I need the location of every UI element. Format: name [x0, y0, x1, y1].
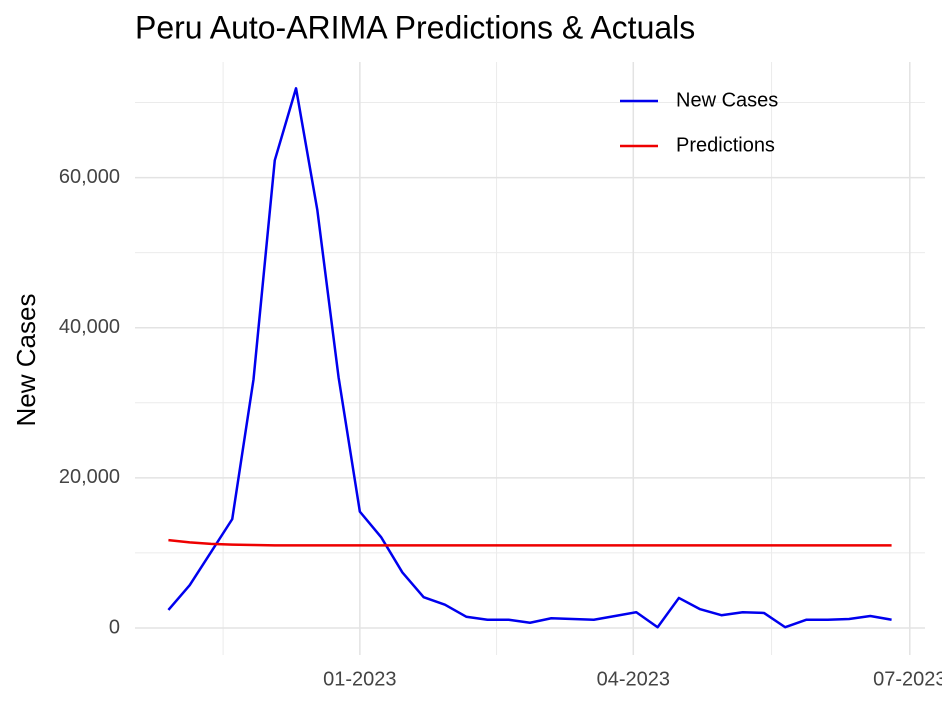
- y-tick-label: 20,000: [59, 466, 120, 488]
- x-tick-label: 01-2023: [323, 668, 396, 690]
- line-series: [167, 87, 892, 629]
- legend-label: Predictions: [676, 134, 775, 156]
- grid: [135, 62, 925, 655]
- y-tick-label: 0: [109, 616, 120, 638]
- x-tick-label: 07-2023: [873, 668, 942, 690]
- y-axis-label: New Cases: [11, 294, 41, 427]
- y-tick-label: 40,000: [59, 316, 120, 338]
- line-series: [168, 538, 892, 547]
- y-tick-label: 60,000: [59, 166, 120, 188]
- x-tick-label: 04-2023: [597, 668, 670, 690]
- legend-label: New Cases: [676, 89, 778, 111]
- chart-title: Peru Auto-ARIMA Predictions & Actuals: [135, 9, 695, 45]
